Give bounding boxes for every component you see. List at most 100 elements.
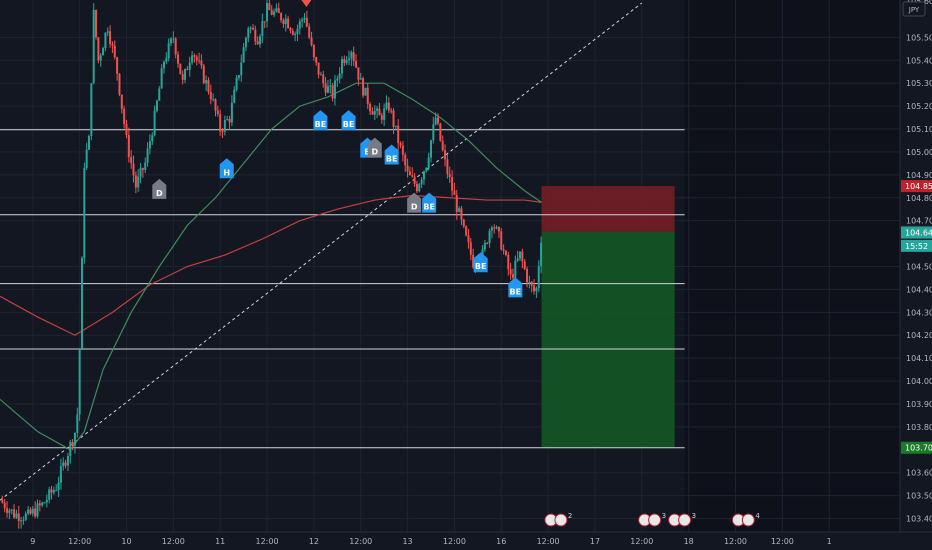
candle-body — [519, 251, 522, 259]
candle-body — [15, 513, 18, 518]
candle-body — [387, 102, 390, 111]
signal-marker: BE — [508, 277, 523, 298]
candle-body — [139, 168, 142, 177]
time-tick-label: 11 — [215, 537, 225, 546]
candle-body — [359, 78, 362, 80]
flag-icon — [648, 513, 662, 527]
signal-marker-label: BE — [510, 287, 522, 296]
candle-body — [249, 27, 252, 29]
candle-body — [10, 509, 13, 511]
candle-body — [523, 261, 526, 269]
candle-body — [458, 208, 461, 212]
event-count: 2 — [568, 512, 572, 520]
candle-body — [303, 17, 306, 20]
candle-body — [80, 258, 83, 350]
price-tick-label: 105.300 — [906, 79, 932, 88]
flag-icon — [554, 513, 568, 527]
candle-body — [188, 62, 191, 70]
candle-body — [137, 176, 140, 188]
candle-body — [254, 29, 257, 42]
candle-body — [343, 59, 346, 64]
price-tick-label: 103.400 — [906, 515, 932, 524]
candle-body — [20, 520, 23, 522]
candle-body — [350, 52, 353, 59]
signal-marker: H — [219, 158, 234, 179]
candle-body — [430, 140, 432, 158]
signal-marker-label: B — [364, 148, 370, 157]
time-tick-label: 12:00 — [256, 537, 279, 546]
candle-body — [90, 83, 93, 136]
candle-body — [472, 254, 475, 268]
candle-body — [294, 33, 297, 35]
candle-body — [123, 108, 126, 125]
price-tick-label: 105.200 — [906, 102, 932, 111]
candle-body — [312, 44, 315, 58]
candle-body — [469, 242, 472, 255]
candle-body — [76, 414, 79, 433]
time-tick-label: 12:00 — [630, 537, 653, 546]
candle-body — [111, 44, 114, 46]
candle-body — [277, 8, 280, 14]
candle-body — [174, 38, 177, 55]
candle-body — [392, 110, 395, 127]
candle-body — [504, 251, 507, 255]
price-label-text: 15:52 — [905, 242, 928, 251]
candle-body — [516, 258, 519, 261]
moving-average-slow — [0, 194, 542, 336]
candle-body — [441, 140, 444, 151]
candle-body — [502, 249, 505, 252]
currency-label: JPY — [908, 6, 920, 14]
candle-body — [233, 89, 236, 103]
candle-body — [401, 145, 404, 155]
price-label-text: 104.648 — [905, 229, 932, 238]
down-arrow-icon — [301, 0, 312, 7]
candle-body — [104, 32, 107, 49]
signal-marker: BE — [313, 110, 328, 131]
time-tick-label: 17 — [590, 537, 600, 546]
candle-body — [462, 219, 465, 227]
candle-body — [8, 510, 11, 513]
price-tick-label: 104.200 — [906, 331, 932, 340]
candle-body — [95, 9, 98, 38]
candle-body — [158, 88, 161, 101]
signal-marker: D — [407, 192, 422, 213]
candle-body — [490, 227, 493, 231]
candle-body — [172, 38, 175, 40]
candle-body — [50, 489, 53, 493]
candle-body — [146, 148, 149, 163]
candle-body — [242, 47, 245, 63]
candle-body — [284, 18, 287, 24]
candle-body — [209, 92, 212, 100]
candle-body — [106, 31, 109, 33]
price-tick-label: 104.100 — [906, 354, 932, 363]
candle-body — [219, 114, 222, 132]
candle-body — [507, 254, 510, 270]
candle-body — [366, 87, 369, 105]
candle-body — [198, 60, 201, 62]
time-tick-label: 16 — [496, 537, 506, 546]
candle-body — [38, 503, 41, 506]
candle-body — [418, 184, 421, 192]
candle-body — [193, 55, 196, 57]
candle-body — [324, 83, 327, 93]
candle-body — [336, 78, 339, 81]
candle-body — [179, 63, 182, 75]
signal-marker-label: BE — [423, 203, 435, 212]
time-tick-label: 12:00 — [443, 537, 466, 546]
price-axis-background — [900, 0, 932, 550]
candle-body — [315, 57, 318, 63]
candle-body — [266, 3, 269, 22]
candle-body — [322, 74, 325, 84]
candle-body — [148, 141, 151, 149]
candle-body — [31, 508, 34, 514]
candle-body — [526, 268, 529, 283]
candle-body — [155, 100, 158, 111]
candle-body — [118, 73, 121, 95]
price-label-box — [901, 239, 932, 252]
candle-body — [73, 432, 76, 446]
candle-body — [535, 287, 538, 292]
price-tick-label: 104.900 — [906, 171, 932, 180]
time-tick-label: 12 — [309, 537, 319, 546]
signal-marker: BE — [422, 192, 437, 213]
